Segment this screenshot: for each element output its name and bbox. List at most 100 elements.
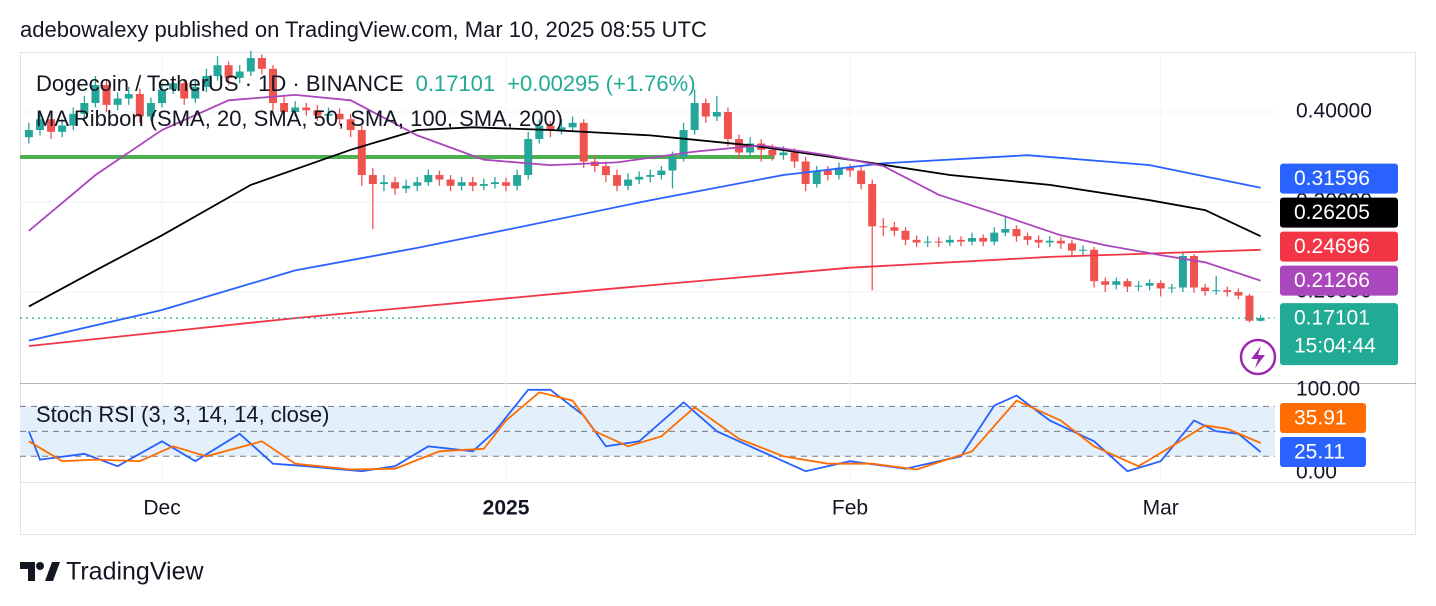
candle-body [535,125,544,140]
price-tag [1280,163,1398,194]
candle-body [901,230,910,240]
countdown: 15:04:44 [1294,335,1376,358]
candle-body [379,182,388,185]
candle-body [1001,229,1010,233]
candle-body [956,239,965,242]
candle-body [690,103,699,131]
candle-body [335,113,344,120]
alert-icon[interactable] [1239,338,1277,376]
indicator-title: Stoch RSI (3, 3, 14, 14, close) [36,402,329,427]
candle-body [102,85,111,105]
candle-body [912,239,921,243]
candle-body [291,107,300,113]
candle-body [657,170,666,176]
candle-body [1190,256,1198,288]
candle-body [1079,249,1088,251]
candle-body [191,86,200,99]
candle-body [302,107,311,111]
candle-body [701,103,710,117]
candle-body [834,167,843,176]
ma-line [28,93,1261,282]
candle-body [490,182,499,185]
x-tick-label: Mar [1143,497,1179,520]
last-price: 0.17101 [416,71,496,96]
candle-body [47,119,56,132]
candle-body [934,241,943,243]
price-tag-label: 0.21266 [1294,269,1370,292]
candle-body [513,175,522,186]
change: +0.00295 (+1.76%) [507,71,695,96]
candle-body [524,139,533,176]
symbol: Dogecoin / TetherUS · 1D · BINANCE [36,71,404,96]
x-tick-label: Dec [143,497,180,520]
candle-body [35,119,44,131]
candle-body [158,89,167,104]
candle-body [1123,281,1132,287]
candle-body [857,170,866,185]
candle-body [635,176,644,180]
candle-body [468,182,477,186]
candle-body [224,65,233,78]
candle-body [391,182,400,189]
candle-body [646,175,655,177]
candle-body [91,85,100,104]
candle-body [1101,281,1110,285]
overlay: Dogecoin / TetherUS · 1D · BINANCE 0.1710… [20,71,1398,586]
candle-body [313,110,322,116]
candle-body [213,65,222,77]
candle-body [712,112,721,117]
candle-body [80,103,89,114]
price-tag-label: 0.17101 [1294,307,1370,330]
candle-body [280,103,289,113]
value-tag [1280,437,1366,468]
value-tag-label: 25.11 [1294,441,1345,464]
candle-body [945,239,954,243]
candle-body [1156,283,1165,289]
candle-body [1234,292,1243,296]
candle-body [402,185,411,189]
candle-body [1067,243,1076,251]
value-tag [1280,403,1366,434]
candle-body [202,76,211,87]
candle-body [246,58,255,72]
candle-body [169,83,178,90]
y-tick-label: 100.00 [1296,377,1360,400]
candle-body [612,175,621,186]
candle-body [1023,236,1032,240]
frame [20,52,1416,535]
brand: TradingView [66,558,205,586]
grid [20,52,1416,483]
price-tag [1280,197,1398,228]
candle-body [812,170,821,185]
candle-body [1090,249,1099,282]
candle-body [1112,281,1121,285]
candle-body [368,175,377,185]
candle-body [568,122,577,128]
x-tick-label: 2025 [483,497,530,520]
candle-body [424,175,433,183]
candle-body [846,167,855,171]
candle-body [723,112,732,140]
candle-body [413,182,422,186]
price-tag [1280,303,1398,366]
candle-body [1256,318,1265,321]
candle-body [346,119,355,131]
candle-body [357,130,366,176]
candle-body [779,152,788,156]
candle-body [890,227,899,231]
price-tag [1280,265,1398,296]
candle-body [235,71,244,78]
candle-body [1134,285,1143,287]
x-tick-label: Feb [832,497,868,520]
candle-body [979,238,988,242]
candle-body [668,157,677,171]
candle-body [546,125,555,131]
candle-body [446,179,455,186]
candle-body [1212,290,1221,292]
candle-body [579,122,588,162]
price-tag-label: 0.26205 [1294,201,1370,224]
candle-body [735,139,744,153]
candle-body [990,232,999,242]
